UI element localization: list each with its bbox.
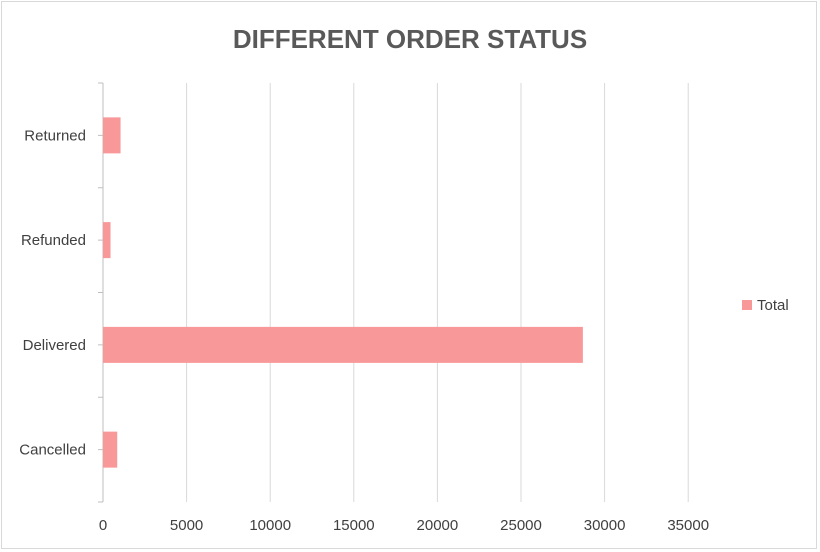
x-tick-label: 15000 [333,517,375,534]
x-tick-label: 30000 [584,517,626,534]
category-label: Returned [24,127,86,144]
category-label: Refunded [21,232,86,249]
legend-label: Total [757,297,789,314]
legend-swatch [742,300,752,310]
x-tick-label: 5000 [170,517,203,534]
category-label: Cancelled [19,442,86,459]
x-tick-label: 20000 [417,517,459,534]
x-tick-label: 35000 [667,517,709,534]
x-tick-label: 25000 [500,517,542,534]
bar-delivered [103,326,583,363]
gridlines [186,83,689,502]
category-labels: Returned Refunded Delivered Cancelled [19,127,86,458]
bar-returned [103,117,121,154]
x-tick-label: 10000 [249,517,291,534]
bar-cancelled [103,431,118,468]
bars [103,117,583,468]
category-axis [98,82,104,503]
chart-title: DIFFERENT ORDER STATUS [233,24,587,54]
bar-refunded [103,222,111,259]
category-label: Delivered [23,337,86,354]
x-tick-label: 0 [99,517,107,534]
legend: Total [742,297,789,314]
value-axis-labels: 0 5000 10000 15000 20000 25000 30000 35000 [99,517,709,534]
